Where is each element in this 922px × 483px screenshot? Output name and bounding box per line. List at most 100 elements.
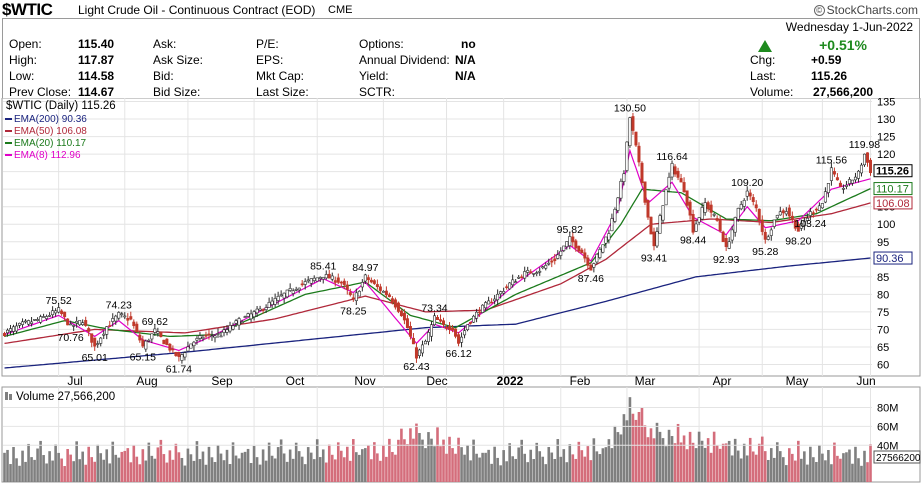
candles-group	[3, 112, 872, 364]
volume-bar	[382, 445, 385, 482]
volume-bar	[745, 455, 749, 482]
volume-bar	[469, 460, 472, 482]
candle-body	[195, 338, 199, 341]
candle-body	[844, 184, 848, 187]
candle-body	[733, 217, 737, 233]
candle-body	[727, 241, 731, 249]
volume-bar	[406, 444, 409, 482]
volume-bar	[463, 454, 466, 482]
volume-bar	[174, 443, 178, 482]
volume-bar	[102, 459, 106, 482]
volume-bar	[207, 446, 211, 482]
volume-bar	[571, 454, 575, 482]
volume-bar	[736, 450, 740, 482]
volume-bar	[511, 456, 514, 482]
candle-body	[336, 277, 340, 283]
candle-body	[24, 320, 28, 323]
volume-bar	[821, 453, 824, 482]
candle-body	[162, 339, 166, 345]
candle-body	[607, 233, 611, 241]
candle-body	[375, 284, 379, 288]
y-tick-label: 135	[877, 98, 895, 109]
candle-body	[165, 338, 169, 345]
quote-label: Yield:	[359, 69, 389, 83]
quote-label: P/E:	[256, 37, 279, 51]
candle-body	[222, 329, 226, 333]
candle-body	[769, 229, 773, 236]
x-tick-label: Nov	[354, 374, 375, 388]
x-tick-label: Jun	[856, 374, 875, 388]
price-annotation: 103.24	[794, 218, 826, 230]
candle-body	[793, 219, 797, 229]
volume-bar	[12, 447, 15, 482]
candle-body	[460, 336, 464, 343]
candle-body	[9, 328, 13, 332]
y-tick-label: 75	[877, 307, 889, 319]
volume-bar	[568, 444, 572, 482]
candle-body	[526, 270, 530, 273]
volume-bar	[866, 462, 869, 482]
volume-bar	[24, 461, 27, 482]
volume-bar	[6, 449, 9, 482]
legend-entry: EMA(50) 106.08	[14, 126, 87, 137]
candle-body	[502, 291, 506, 294]
volume-bar	[589, 460, 593, 482]
volume-bar	[499, 465, 502, 482]
candle-body	[859, 164, 863, 174]
volume-bar	[318, 457, 322, 482]
volume-bar	[739, 458, 743, 482]
volume-bar	[324, 462, 328, 482]
price-annotation: 92.93	[713, 254, 739, 266]
volume-bar	[487, 449, 490, 482]
symbol[interactable]: $WTIC	[2, 0, 53, 19]
volume-bar	[715, 445, 719, 482]
candle-body	[120, 313, 124, 316]
volume-bar	[794, 460, 797, 482]
volume-bar	[276, 447, 280, 482]
candle-body	[54, 310, 58, 314]
quote-value: 115.26	[811, 69, 848, 83]
quote-value: no	[461, 37, 476, 51]
volume-bar	[481, 452, 484, 482]
volume-bar	[255, 457, 259, 482]
volume-bar	[114, 454, 118, 482]
volume-bar	[781, 457, 785, 482]
quote-label: Prev Close:	[9, 85, 72, 99]
candle-body	[685, 190, 689, 206]
candle-body	[757, 208, 761, 222]
y-tick-label: 100	[877, 219, 895, 231]
volume-bar	[673, 443, 677, 482]
volume-bar	[342, 457, 346, 482]
candle-body	[682, 182, 686, 193]
y-tick-label: 120	[877, 149, 895, 161]
candle-body	[300, 283, 304, 286]
candle-body	[252, 311, 256, 318]
candle-body	[466, 324, 470, 331]
brand-logo[interactable]: © StockCharts.com	[813, 3, 918, 17]
ema-line-ema20	[4, 188, 871, 338]
quote-value: N/A	[455, 53, 476, 67]
volume-bar	[294, 442, 298, 482]
volume-bar	[848, 449, 851, 482]
candle-body	[72, 325, 76, 327]
candle-body	[360, 282, 364, 288]
volume-bar	[685, 449, 689, 482]
candle-body	[159, 331, 163, 338]
volume-bar	[336, 442, 340, 482]
volume-bar	[222, 460, 226, 482]
candle-body	[114, 315, 118, 322]
volume-tick-label: 80M	[877, 403, 898, 415]
volume-bar	[60, 458, 63, 482]
volume-bar	[490, 463, 493, 482]
volume-bar	[30, 457, 33, 482]
x-tick-label: Oct	[286, 374, 305, 388]
volume-bar	[21, 450, 24, 482]
volume-bar	[803, 451, 806, 482]
candle-body	[63, 311, 67, 318]
volume-tick-label: 40M	[877, 440, 898, 452]
candle-body	[192, 341, 196, 347]
candle-body	[78, 320, 82, 326]
volume-bar	[348, 460, 352, 482]
volume-bar	[376, 453, 379, 482]
